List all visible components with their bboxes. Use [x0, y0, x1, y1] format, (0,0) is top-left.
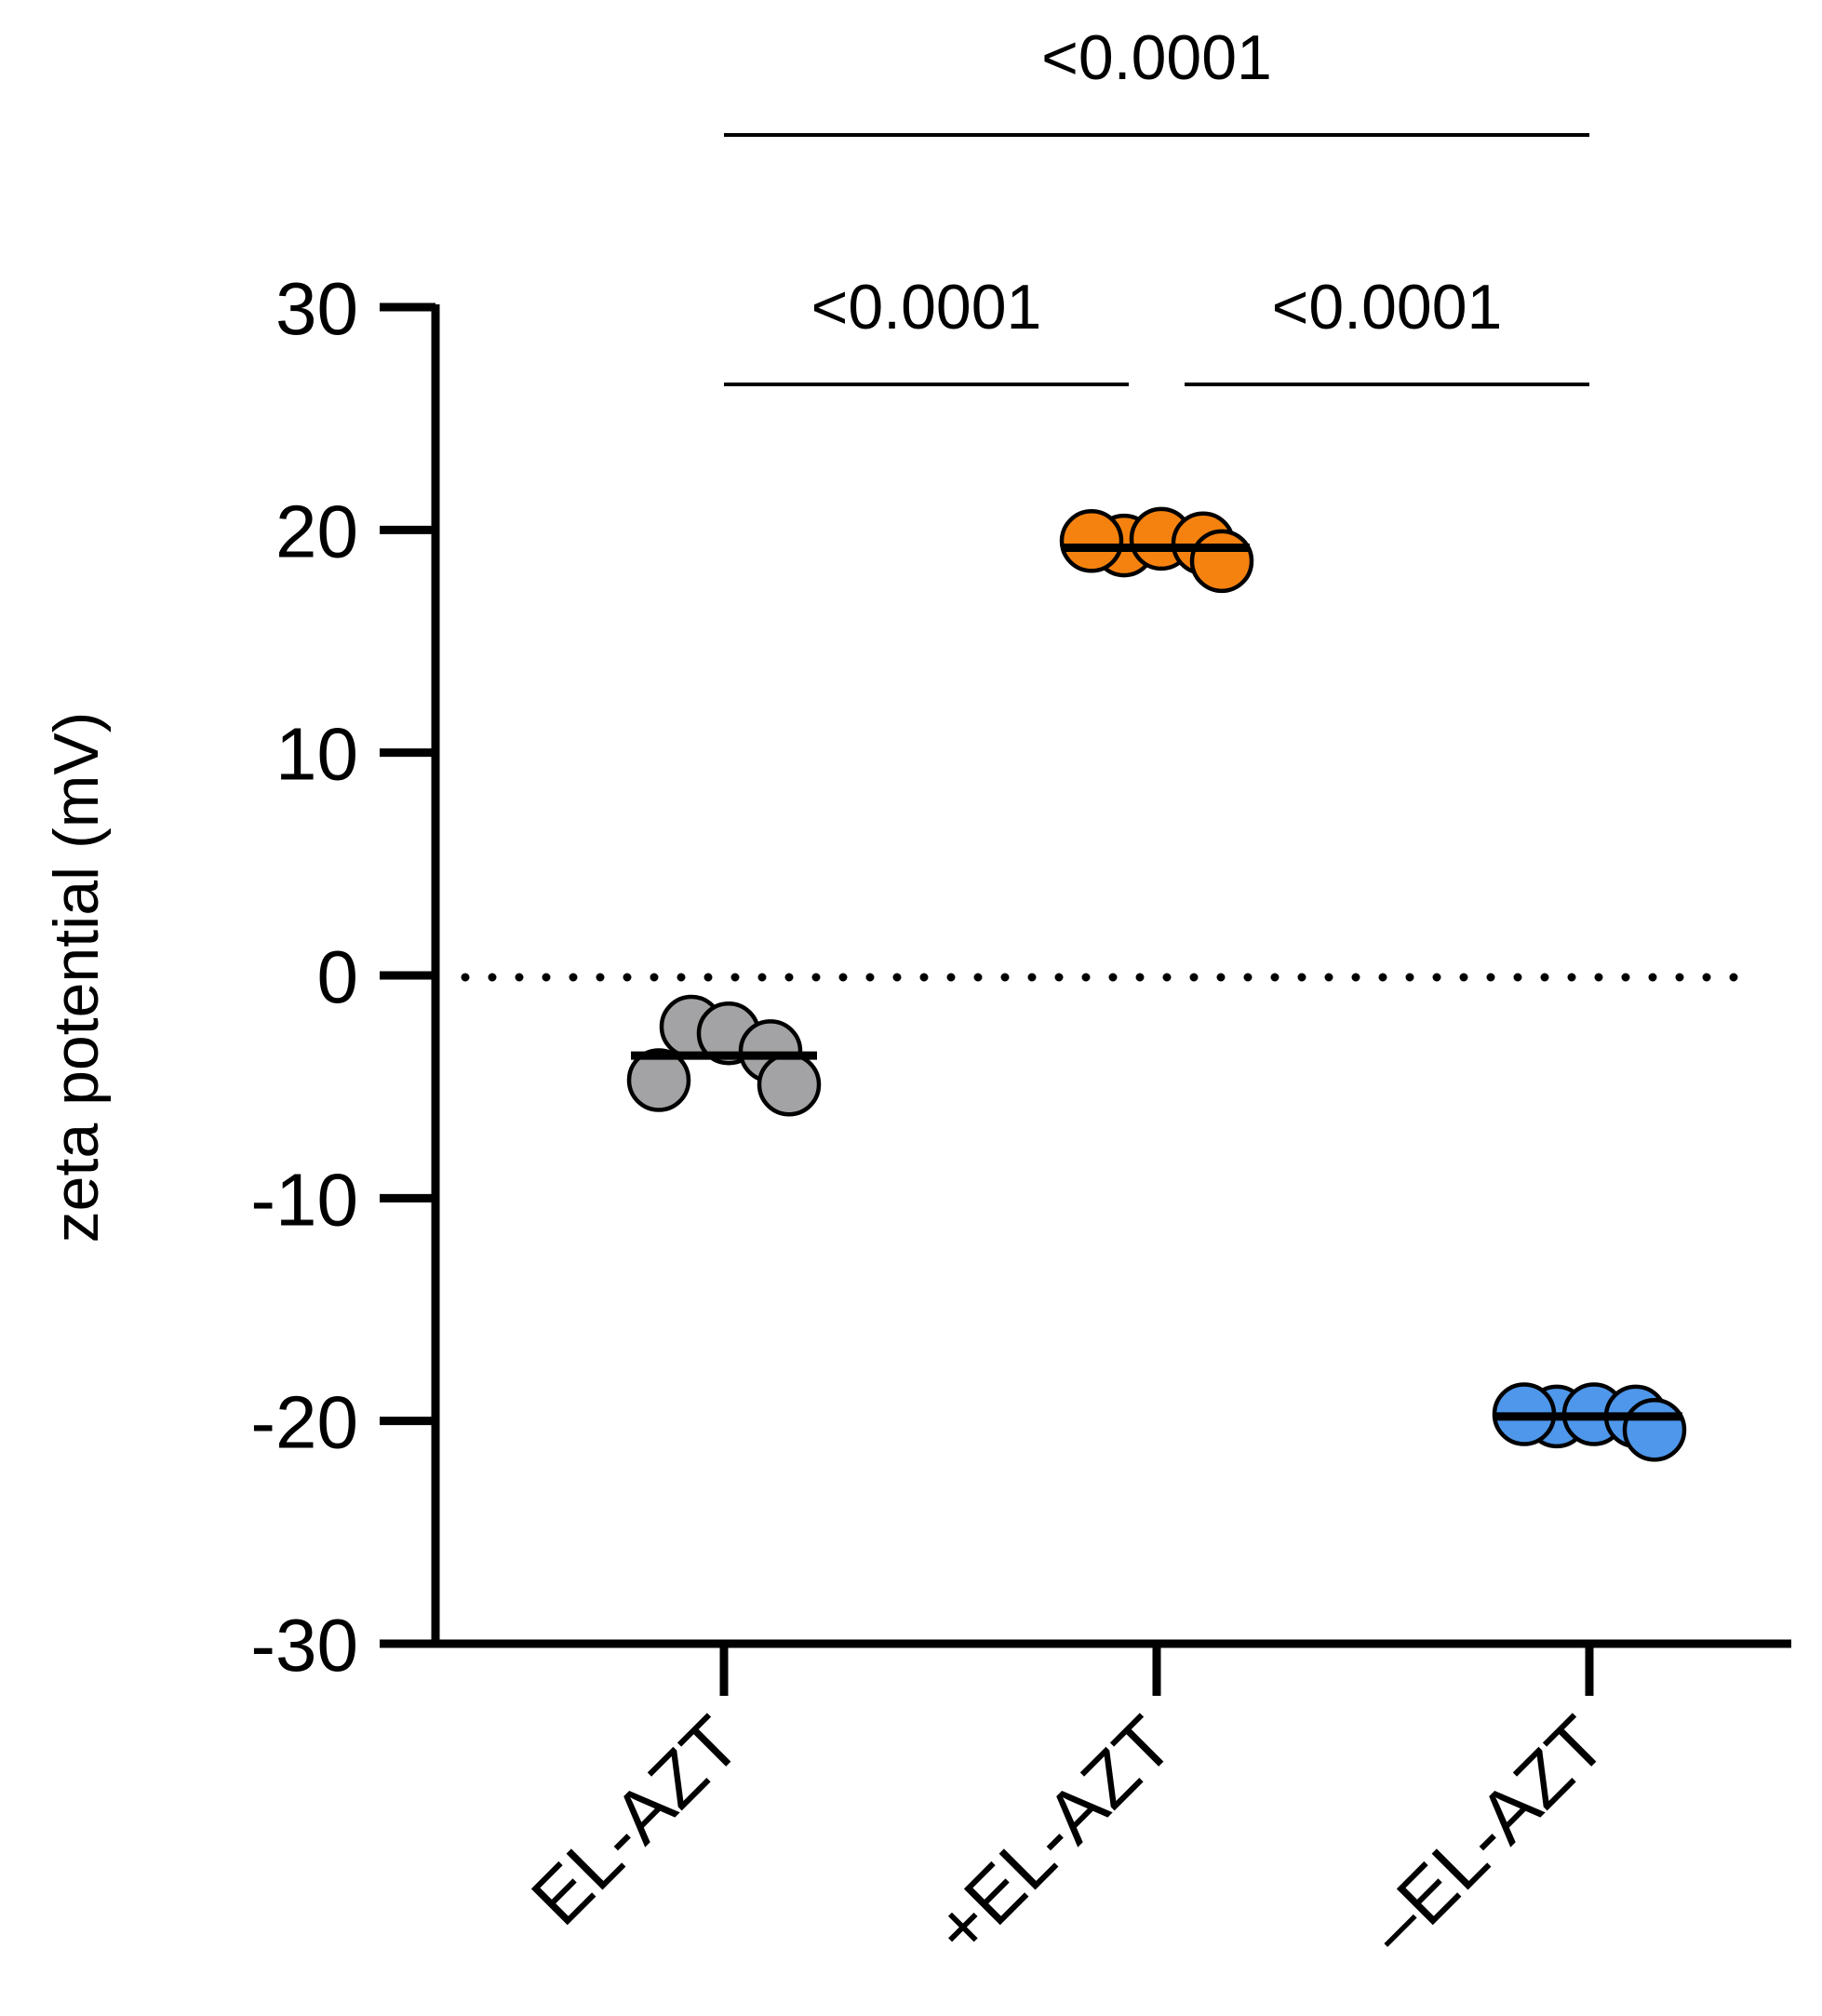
y-tick-label: -30	[250, 1604, 358, 1687]
data-point	[757, 1053, 822, 1117]
y-tick-label: 20	[275, 490, 358, 572]
significance-brackets: <0.0001 <0.0001 <0.0001	[724, 22, 1589, 386]
p-value-label: <0.0001	[811, 272, 1042, 343]
data-points	[626, 506, 1687, 1462]
y-axis-title: zeta potential (mV)	[41, 712, 112, 1243]
y-tick-label: -20	[250, 1381, 358, 1464]
y-tick-label: 0	[317, 935, 359, 1018]
p-value-label: <0.0001	[1041, 22, 1272, 93]
p-value-label: <0.0001	[1272, 272, 1503, 343]
data-point	[1189, 529, 1254, 594]
axes: 30 20 10 0 -10 -20 -30 EL-AZT +EL-AZT –EL-AZT	[250, 267, 1791, 1971]
data-point	[626, 1048, 691, 1112]
y-tick-label: -10	[250, 1158, 358, 1241]
x-category-label: –EL-AZT	[1352, 1700, 1621, 1969]
y-tick-label: 30	[275, 267, 358, 350]
data-point	[1059, 509, 1124, 573]
y-tick-label: 10	[275, 713, 358, 796]
data-point	[1622, 1397, 1687, 1462]
x-category-label: EL-AZT	[516, 1700, 756, 1941]
x-category-label: +EL-AZT	[918, 1700, 1188, 1971]
